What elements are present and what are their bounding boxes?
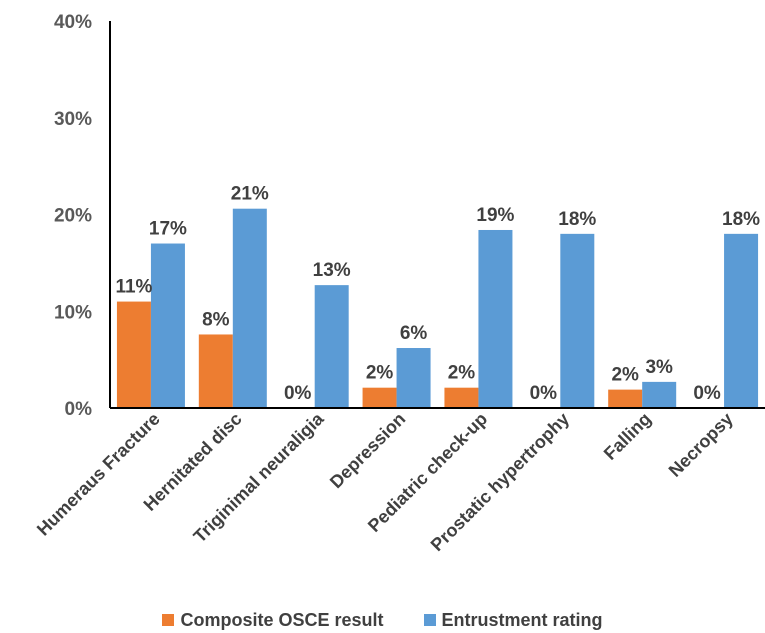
bars	[116, 208, 759, 408]
bar-composite-osce	[198, 334, 233, 408]
data-label: 21%	[231, 184, 269, 205]
bar-composite-osce	[362, 387, 397, 408]
data-label: 0%	[530, 383, 558, 404]
y-tick-label: 10%	[54, 302, 92, 323]
x-category-label: Prostatic hypertrophy	[427, 409, 573, 555]
data-label: 8%	[202, 309, 230, 330]
legend-item-entrustment: Entrustment rating	[423, 609, 603, 631]
data-label: 2%	[366, 363, 394, 384]
legend-swatch-blue	[423, 614, 436, 626]
x-category-label: Falling	[600, 409, 655, 464]
y-tick-label: 30%	[54, 109, 92, 130]
data-label: 17%	[149, 219, 187, 240]
bar-entrustment	[642, 381, 677, 408]
data-label: 18%	[558, 209, 596, 230]
bar-entrustment	[150, 243, 185, 408]
bar-composite-osce	[608, 389, 643, 408]
bar-entrustment	[724, 233, 759, 408]
data-labels: 11% 8% 0% 2% 2% 0% 2% 0% 17% 21% 13% 6% 19% 18% 3% 18%	[115, 184, 760, 404]
data-label: 3%	[645, 357, 673, 378]
legend: Composite OSCE result Entrustment rating	[0, 608, 765, 632]
data-label: 6%	[400, 323, 428, 344]
data-label: 19%	[476, 205, 514, 226]
legend-label-composite-osce: Composite OSCE result	[180, 609, 384, 630]
data-label: 0%	[693, 383, 721, 404]
bar-chart: 0% 10% 20% 30% 40% 11% 8% 0% 2% 2% 0% 2% 0% 17% 21% 13…	[33, 12, 765, 555]
bar-entrustment	[560, 233, 595, 408]
data-label: 18%	[722, 209, 760, 230]
legend-label-entrustment: Entrustment rating	[441, 609, 603, 630]
x-category-label: Humeraus Fracture	[33, 409, 164, 540]
y-tick-label: 0%	[65, 399, 93, 420]
bar-entrustment	[314, 285, 349, 408]
y-tick-label: 40%	[54, 12, 92, 33]
x-category-label: Necropsy	[665, 409, 737, 481]
bar-entrustment	[232, 208, 267, 408]
data-label: 11%	[115, 277, 152, 298]
data-label: 13%	[313, 260, 351, 281]
x-category-label: Depression	[326, 409, 409, 492]
axes	[109, 21, 765, 409]
data-label: 0%	[284, 383, 312, 404]
bar-composite-osce	[116, 301, 151, 408]
bar-entrustment	[396, 348, 431, 408]
data-label: 2%	[448, 363, 476, 384]
bar-composite-osce	[444, 387, 479, 408]
bar-entrustment	[478, 229, 513, 408]
legend-item-composite-osce: Composite OSCE result	[162, 609, 384, 631]
data-label: 2%	[611, 365, 639, 386]
legend-swatch-orange	[162, 614, 175, 626]
y-tick-label: 20%	[54, 206, 92, 227]
y-axis-ticks: 0% 10% 20% 30% 40%	[54, 12, 92, 420]
